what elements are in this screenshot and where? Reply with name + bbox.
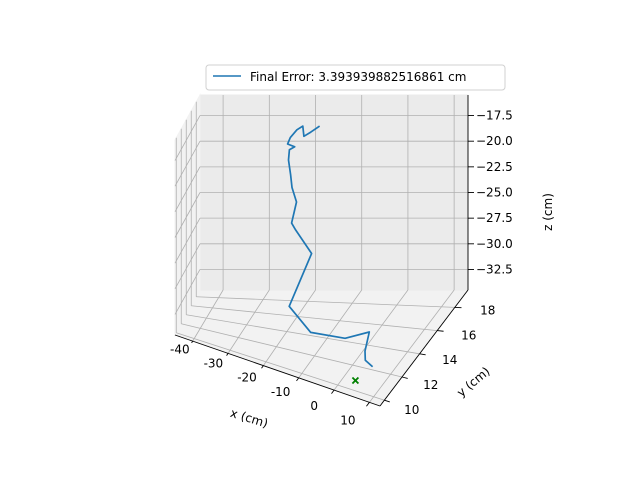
z-tick-label: −32.5 bbox=[476, 262, 513, 276]
x-grid-line-floor bbox=[192, 289, 224, 342]
z-tick-label: −20.0 bbox=[476, 134, 513, 148]
legend: Final Error: 3.393939882516861 cm bbox=[205, 64, 506, 91]
x-tick-label: -30 bbox=[204, 357, 224, 371]
y-axis-line bbox=[379, 289, 469, 407]
y-grid-line-floor bbox=[186, 314, 420, 355]
y-grid-line-floor bbox=[176, 332, 385, 401]
z-grid-line-left bbox=[174, 217, 201, 264]
y-grid-line-floor bbox=[191, 305, 438, 331]
x-grid-line-floor bbox=[333, 289, 409, 391]
z-grid-line-left bbox=[174, 269, 201, 315]
z-tick-label: −17.5 bbox=[476, 109, 513, 123]
y-tick-mark bbox=[401, 376, 408, 379]
z-tick-label: −27.5 bbox=[476, 211, 513, 225]
y-tick-label: 14 bbox=[442, 353, 457, 367]
axis-ticks: -40 -30 -20 -10 0 10 10 12 14 16 18 −32.5 −30.0 −27.5… bbox=[170, 109, 513, 428]
x-grid-line-floor bbox=[298, 289, 363, 379]
y-tick-label: 12 bbox=[423, 378, 438, 392]
z-grid-line-left bbox=[174, 192, 201, 238]
y-grid-line-floor bbox=[181, 323, 403, 378]
y-grid-line-floor bbox=[196, 296, 455, 308]
x-tick-label: -10 bbox=[271, 385, 291, 399]
legend-label: Final Error: 3.393939882516861 cm bbox=[250, 70, 466, 84]
grid-lines bbox=[174, 95, 468, 403]
z-tick-label: −30.0 bbox=[476, 237, 513, 251]
y-tick-label: 16 bbox=[461, 328, 476, 342]
series-layer bbox=[286, 125, 374, 385]
z-axis-label: z (cm) bbox=[541, 193, 555, 231]
y-tick-mark bbox=[437, 330, 444, 332]
legend-frame bbox=[205, 64, 506, 91]
x-grid-line-floor bbox=[369, 289, 455, 403]
x-axis-line bbox=[174, 334, 381, 407]
z-tick-label: −22.5 bbox=[476, 160, 513, 174]
y-tick-label: 18 bbox=[480, 304, 495, 318]
x-tick-mark bbox=[331, 389, 335, 394]
x-grid-line-floor bbox=[263, 289, 316, 366]
target-marker-stroke bbox=[351, 376, 360, 385]
z-tick-label: −25.0 bbox=[476, 186, 513, 200]
z-grid-line-left bbox=[174, 243, 201, 290]
x-tick-mark bbox=[226, 353, 229, 356]
y-tick-mark bbox=[384, 399, 390, 403]
x-tick-mark bbox=[366, 402, 370, 407]
y-tick-mark bbox=[419, 353, 426, 356]
x-tick-mark bbox=[296, 377, 300, 382]
trajectory-line bbox=[286, 125, 374, 368]
x-tick-label: 0 bbox=[310, 399, 318, 413]
z-grid-line-left bbox=[174, 166, 201, 213]
x-tick-label: -40 bbox=[170, 342, 190, 356]
x-tick-label: -20 bbox=[237, 371, 257, 385]
z-grid-line-left bbox=[174, 115, 201, 161]
x-tick-mark bbox=[191, 340, 194, 344]
z-grid-line-left bbox=[174, 140, 201, 187]
x-tick-label: 10 bbox=[340, 413, 355, 427]
x-grid-line-floor bbox=[227, 289, 270, 354]
y-tick-label: 10 bbox=[404, 403, 419, 417]
x-tick-mark bbox=[261, 365, 264, 369]
